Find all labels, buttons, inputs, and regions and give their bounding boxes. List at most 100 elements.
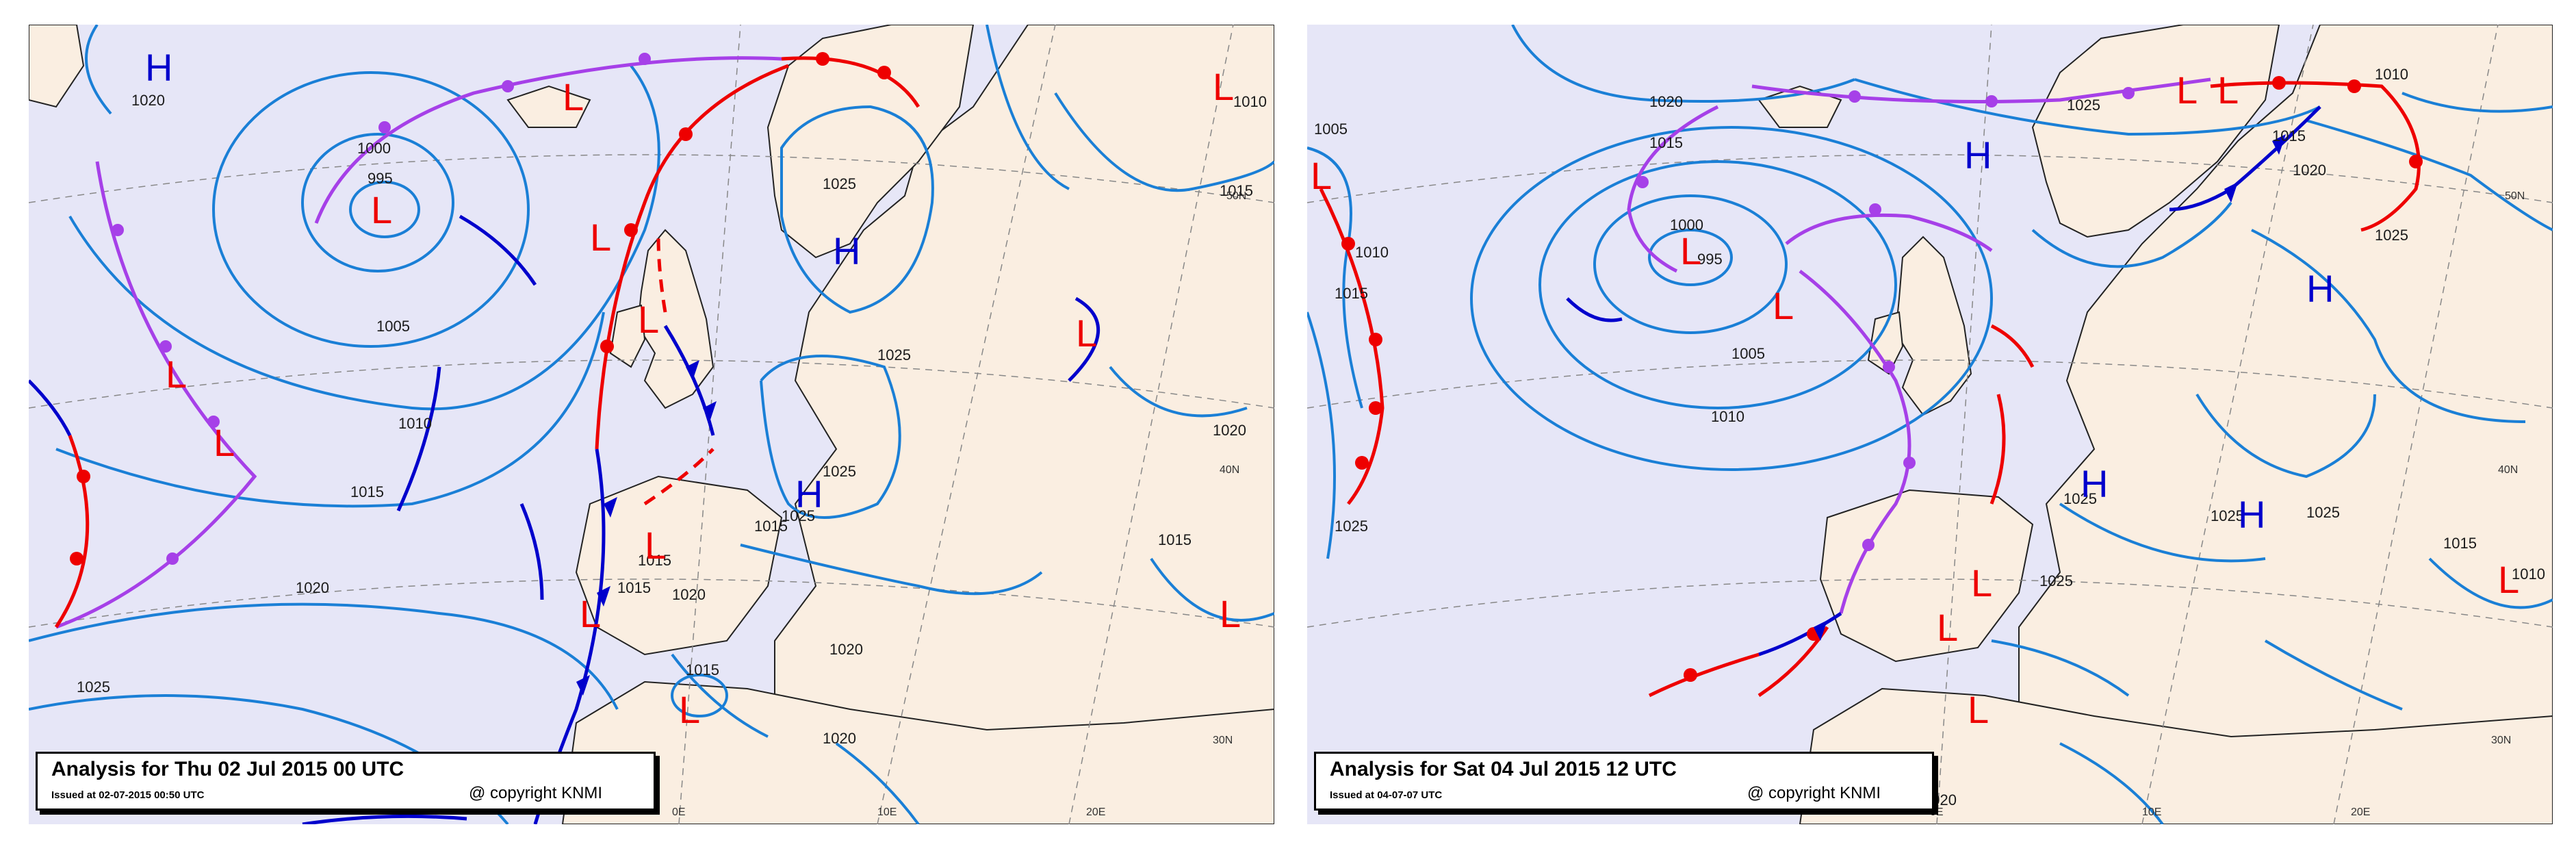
- occluded-front: [1799, 270, 1911, 614]
- map-caption: Analysis for Sat 04 Jul 2015 12 UTC Issu…: [1314, 752, 1934, 811]
- occluded-front: [1751, 77, 2211, 103]
- trough: [302, 814, 467, 824]
- low-pressure-label: L: [2217, 68, 2239, 112]
- coord-label: 50N: [2505, 190, 2525, 202]
- front-symbol: [70, 552, 83, 565]
- isobar: [986, 25, 1070, 190]
- high-pressure-label: H: [833, 229, 860, 272]
- cold-front: [1758, 611, 1842, 657]
- warm-front: [1990, 324, 2035, 368]
- low-pressure-label: L: [638, 298, 659, 341]
- issued-time: Issued at 04-07-07 UTC: [1330, 789, 1443, 801]
- coord-label: 10E: [2142, 806, 2161, 818]
- coord-label: 40N: [1220, 464, 1239, 476]
- isobar: [2059, 502, 2266, 563]
- isobar-label: 1015: [754, 518, 788, 535]
- low-pressure-label: L: [1076, 311, 1097, 355]
- trough: [519, 503, 544, 600]
- analysis-title: Analysis for Sat 04 Jul 2015 12 UTC: [1330, 758, 1677, 780]
- isobar: [1054, 92, 1274, 192]
- isobar: [1648, 229, 1733, 286]
- front-symbol: [2224, 182, 2238, 203]
- isobar-label: 1010: [2512, 565, 2545, 583]
- coord-label: 30N: [1213, 735, 1233, 746]
- isobar-label: 1015: [350, 483, 384, 500]
- graticule-line: [2141, 25, 2314, 824]
- coord-label: 50N: [1226, 190, 1246, 202]
- front-symbol: [1985, 95, 1998, 107]
- cold-front: [2169, 105, 2321, 212]
- isobar-label: 1015: [1335, 285, 1368, 302]
- isobar-label: 995: [368, 170, 393, 187]
- isobar-label: 1020: [296, 579, 329, 596]
- isobar: [29, 602, 619, 710]
- isobar-label: 1015: [617, 579, 651, 596]
- graticule-line: [1307, 154, 2553, 203]
- front-symbol: [2347, 79, 2361, 93]
- front-symbol: [2272, 76, 2286, 90]
- isobar-label: 1010: [1711, 408, 1744, 425]
- high-pressure-label: H: [2306, 267, 2334, 310]
- warm-front: [595, 64, 789, 450]
- high-pressure-label: H: [2081, 462, 2108, 505]
- land-iberia: [575, 475, 783, 656]
- isobar-label: 1025: [782, 507, 815, 524]
- isobar: [2306, 119, 2553, 231]
- isobar-label: 1025: [2039, 572, 2073, 589]
- front-symbol: [1814, 620, 1827, 641]
- isobar-label: 1025: [823, 463, 856, 480]
- low-pressure-label: L: [1971, 561, 1992, 604]
- isobar-label: 1015: [2272, 127, 2306, 144]
- low-pressure-label: L: [645, 524, 666, 567]
- isobar: [2251, 229, 2526, 423]
- isobar-label: 1015: [686, 661, 719, 678]
- graticule-line: [29, 578, 1274, 628]
- low-pressure-label: L: [679, 688, 700, 731]
- front-symbol: [2122, 87, 2135, 99]
- low-pressure-label: L: [1311, 154, 1332, 197]
- isobar: [671, 653, 769, 738]
- front-symbol: [112, 224, 124, 236]
- weather-map-left: 1020 1000 995 1005 1010 1015 1020 1025 1…: [29, 25, 1274, 824]
- weather-map-right: 1005 1010 1015 1020 1015 1000 995 1005 1…: [1307, 25, 2553, 824]
- map-right-svg: 1005 1010 1015 1020 1015 1000 995 1005 1…: [1307, 25, 2553, 824]
- land-masses: [1757, 25, 2553, 824]
- warm-front: [1648, 652, 1760, 698]
- front-symbol: [159, 340, 172, 353]
- isobar-label: 995: [1697, 251, 1723, 268]
- graticule-line: [877, 25, 1056, 824]
- coord-label: 30N: [2491, 735, 2511, 746]
- isobar-label: 1020: [2293, 162, 2326, 179]
- isobar-labels: 1020 1000 995 1005 1010 1015 1020 1025 1…: [77, 92, 1267, 747]
- pressure-centers: L L H L L H H H L L L L L: [1311, 68, 2519, 731]
- high-pressure-label: H: [2238, 493, 2265, 536]
- isobar: [1150, 557, 1274, 622]
- isobar: [68, 64, 660, 411]
- low-pressure-label: L: [563, 75, 584, 118]
- isobar: [2401, 92, 2553, 113]
- occluded-front: [314, 56, 782, 224]
- front-symbol: [639, 53, 651, 65]
- isobar-label: 1015: [1649, 134, 1683, 151]
- isobar-label: 1020: [823, 730, 856, 747]
- isobar: [2059, 742, 2164, 824]
- isobar-label: 1000: [357, 140, 391, 157]
- land-europe: [2018, 25, 2553, 824]
- front-symbol: [207, 416, 220, 428]
- graticule-line: [1936, 25, 1992, 824]
- warm-front: [781, 56, 920, 108]
- front-symbol: [1369, 401, 1382, 415]
- isobar-labels: 1005 1010 1015 1020 1015 1000 995 1005 1…: [1314, 66, 2545, 809]
- coord-label: 0E: [672, 806, 686, 818]
- isobar-label: 1005: [376, 318, 410, 335]
- isobar-label: 1015: [1220, 182, 1253, 199]
- map-left-svg: 1020 1000 995 1005 1010 1015 1020 1025 1…: [29, 25, 1274, 824]
- low-pressure-label: L: [371, 188, 392, 231]
- isobar: [2428, 557, 2553, 609]
- trough: [396, 366, 441, 512]
- coord-labels: 0E 10E 20E 30N 40N 50N: [672, 190, 1246, 818]
- isobar-label: 1010: [2375, 66, 2408, 83]
- fronts: [1319, 77, 2421, 698]
- isobar-label: 1000: [1670, 216, 1703, 233]
- isobar: [85, 25, 112, 115]
